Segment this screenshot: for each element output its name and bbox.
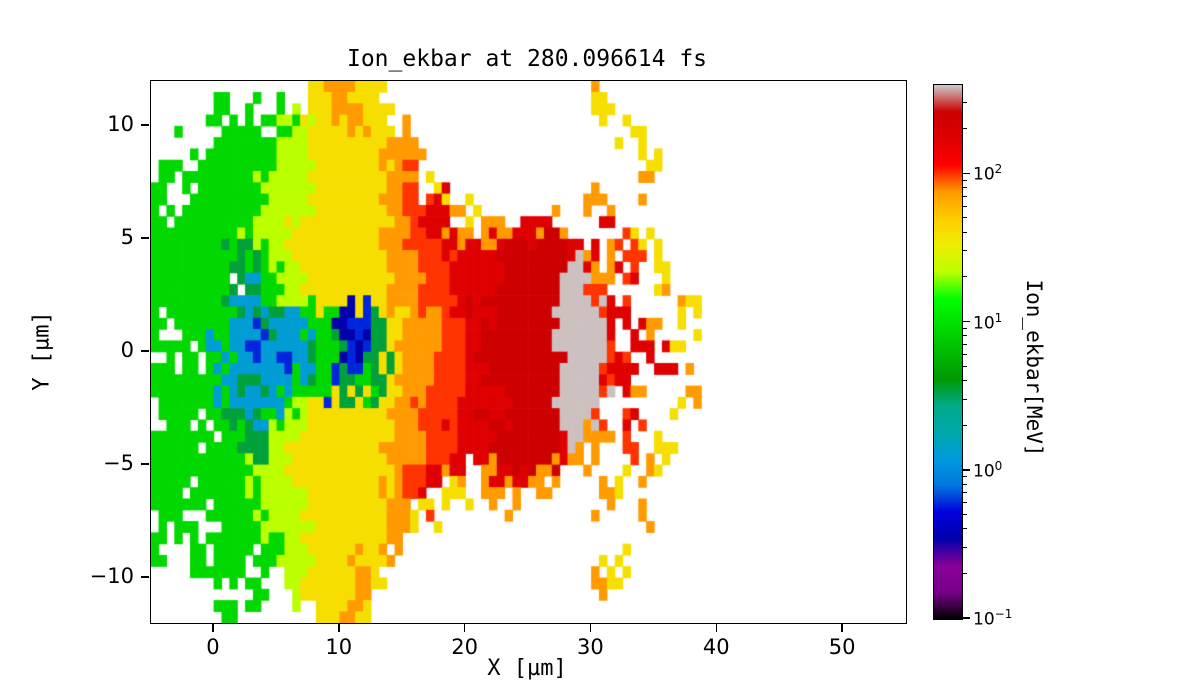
- colorbar-minor-tick-mark: [962, 205, 967, 207]
- colorbar-minor-tick-mark: [962, 195, 967, 197]
- colorbar-minor-tick-mark: [962, 483, 967, 485]
- x-tick-label: 40: [702, 635, 730, 659]
- colorbar-tick-base: 10: [973, 313, 995, 334]
- x-tick-mark: [463, 623, 466, 632]
- plot-title: Ion_ekbar at 280.096614 fs: [346, 46, 708, 72]
- colorbar-minor-tick-mark: [962, 102, 967, 104]
- colorbar-minor-tick-mark: [962, 276, 967, 278]
- colorbar-minor-tick-mark: [962, 335, 967, 337]
- colorbar-minor-tick-mark: [962, 353, 967, 355]
- colorbar-gradient: [934, 85, 962, 619]
- y-tick-mark: [140, 463, 149, 465]
- colorbar-minor-tick-mark: [962, 179, 967, 181]
- x-tick-mark: [841, 623, 843, 632]
- colorbar-tick-base: 10: [973, 609, 995, 630]
- colorbar-minor-tick-mark: [962, 476, 967, 478]
- colorbar-minor-tick-mark: [962, 492, 967, 494]
- colorbar-label: Ion_ekbar[MeV]: [1022, 279, 1046, 457]
- colorbar-tick-mark: [962, 617, 970, 619]
- y-tick-mark: [140, 237, 149, 239]
- colorbar-minor-tick-mark: [962, 327, 967, 329]
- y-tick-mark: [140, 350, 149, 352]
- x-tick-mark: [212, 623, 214, 632]
- colorbar-tick-mark: [962, 469, 970, 471]
- colorbar-minor-tick-mark: [962, 128, 967, 130]
- x-tick-label: 0: [206, 635, 220, 659]
- colorbar-minor-tick-mark: [962, 365, 967, 367]
- colorbar-tick-label: 101: [973, 311, 1002, 334]
- colorbar-tick-base: 10: [973, 164, 995, 185]
- colorbar-minor-tick-mark: [962, 231, 967, 233]
- colorbar-tick-label: 100: [973, 459, 1002, 482]
- y-tick-mark: [140, 124, 149, 126]
- colorbar-minor-tick-mark: [962, 250, 967, 252]
- x-axis-label: X [µm]: [487, 656, 567, 681]
- x-tick-mark: [589, 623, 592, 632]
- colorbar-minor-tick-mark: [962, 528, 967, 530]
- colorbar-minor-tick-mark: [962, 187, 967, 189]
- plot-area: [150, 80, 907, 624]
- y-tick-label: 5: [120, 225, 134, 250]
- colorbar-minor-tick-mark: [962, 379, 967, 381]
- x-tick-label: 30: [577, 635, 604, 659]
- colorbar-tick-mark: [962, 320, 970, 323]
- y-tick-label: 10: [107, 112, 134, 137]
- y-tick-mark: [140, 576, 149, 578]
- x-tick-label: 10: [325, 635, 353, 659]
- colorbar: [933, 84, 963, 620]
- colorbar-minor-tick-mark: [962, 398, 967, 400]
- colorbar-minor-tick-mark: [962, 424, 967, 426]
- heatmap-canvas: [151, 81, 906, 623]
- colorbar-tick-exponent: 0: [994, 458, 1003, 473]
- colorbar-tick-mark: [962, 172, 970, 174]
- y-tick-label: 0: [120, 338, 134, 362]
- colorbar-tick-exponent: 2: [994, 162, 1003, 177]
- colorbar-tick-label: 102: [973, 162, 1002, 185]
- colorbar-tick-exponent: −1: [994, 607, 1013, 621]
- x-tick-mark: [715, 623, 717, 632]
- colorbar-tick-label: 10−1: [973, 607, 1012, 630]
- x-tick-label: 20: [451, 635, 478, 659]
- colorbar-tick-base: 10: [973, 461, 995, 482]
- y-tick-label: −5: [103, 450, 134, 475]
- colorbar-minor-tick-mark: [962, 502, 967, 504]
- y-axis-label: Y [µm]: [29, 311, 55, 391]
- y-tick-label: −10: [89, 563, 134, 588]
- colorbar-minor-tick-mark: [962, 546, 967, 548]
- colorbar-minor-tick-mark: [962, 217, 967, 219]
- colorbar-minor-tick-mark: [962, 343, 967, 345]
- colorbar-minor-tick-mark: [962, 572, 967, 574]
- colorbar-minor-tick-mark: [962, 513, 967, 515]
- colorbar-tick-exponent: 1: [994, 310, 1003, 325]
- x-tick-label: 50: [828, 635, 856, 659]
- x-tick-mark: [338, 623, 340, 632]
